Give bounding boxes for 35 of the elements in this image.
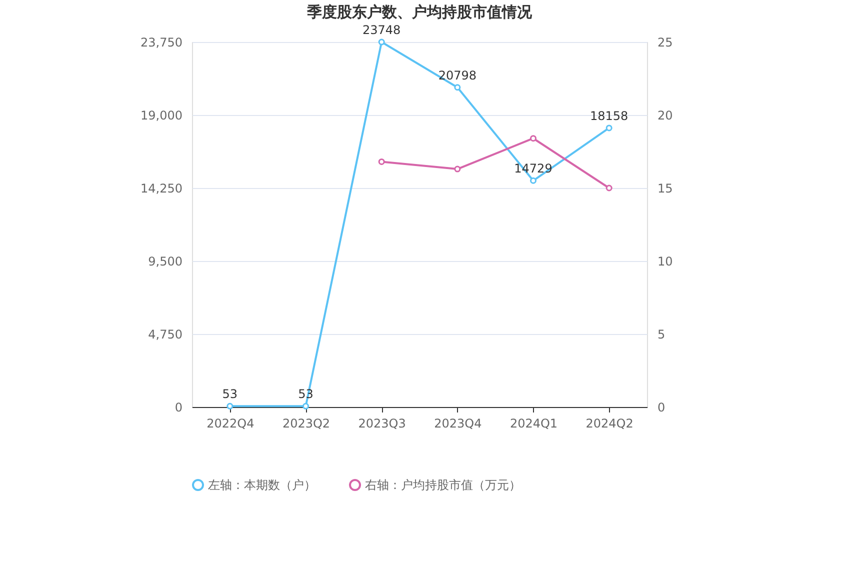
point — [530, 177, 536, 184]
legend-label: 左轴：本期数（户） — [208, 478, 316, 492]
data-label: 23748 — [362, 23, 401, 38]
point — [606, 124, 612, 132]
point — [606, 184, 612, 192]
x-tick-label: 2024Q1 — [510, 416, 558, 430]
y2-tick-label: 25 — [658, 36, 673, 50]
point — [302, 402, 309, 410]
data-label: 53 — [222, 387, 238, 402]
x-tick-label: 2023Q2 — [282, 416, 330, 430]
point — [530, 135, 536, 142]
y2-tick-label: 0 — [658, 400, 666, 414]
y2-tick-label: 15 — [658, 182, 673, 196]
y-tick-label: 4,750 — [148, 328, 182, 342]
x-tick-label: 2022Q4 — [206, 416, 254, 430]
x-tick-label: 2023Q3 — [358, 416, 406, 430]
y-tick-label: 0 — [174, 400, 182, 414]
point — [454, 166, 461, 172]
y2-tick-label: 5 — [658, 328, 666, 342]
x-tick-label: 2023Q4 — [434, 416, 482, 430]
y-tick-label: 23,750 — [140, 36, 182, 50]
legend-label: 右轴：户均持股市值（万元） — [365, 478, 521, 492]
point — [226, 402, 234, 410]
y2-tick-label: 10 — [658, 254, 673, 268]
data-label: 18158 — [590, 108, 628, 123]
point — [378, 38, 385, 46]
point — [454, 84, 461, 91]
y-tick-label: 9,500 — [148, 254, 182, 268]
point — [378, 158, 385, 165]
data-label: 20798 — [438, 68, 477, 82]
y-tick-label: 19,000 — [140, 108, 182, 122]
chart-title: 季度股东户数、户均持股市值情况 — [306, 3, 533, 22]
x-tick-label: 2024Q2 — [586, 416, 634, 430]
y2-tick-label: 20 — [658, 108, 673, 122]
y-tick-label: 14,250 — [140, 182, 182, 196]
